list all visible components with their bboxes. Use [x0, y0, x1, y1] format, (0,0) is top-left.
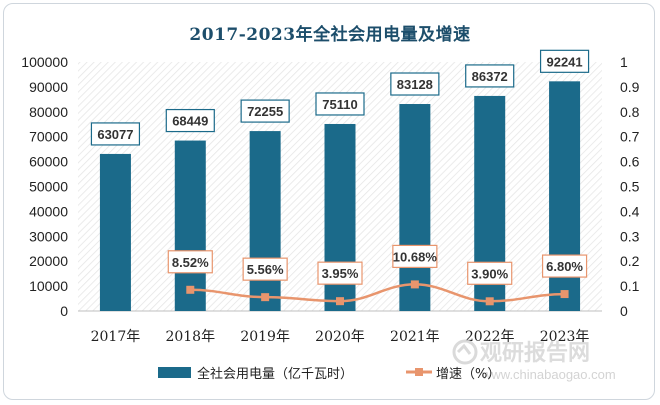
right-axis-tick-label: 0.9: [620, 79, 640, 95]
x-axis-tick-label: 2018年: [165, 329, 215, 345]
bar-data-label-box: [465, 64, 515, 88]
bar: [174, 140, 206, 311]
right-axis-tick-label: 1: [620, 54, 628, 70]
growth-point: [485, 297, 494, 306]
growth-data-label-box: [242, 257, 288, 281]
growth-point: [186, 285, 195, 294]
bar-data-label-box: [539, 49, 590, 73]
legend-swatch-line-marker: [415, 368, 423, 376]
left-axis-tick-label: 10000: [29, 278, 68, 294]
bar-data-label: 72255: [247, 104, 283, 119]
right-axis-tick-label: 0.4: [620, 203, 640, 219]
left-axis-tick-label: 80000: [29, 104, 68, 120]
watermark-logo-icon: [452, 339, 478, 365]
left-axis-tick-label: 90000: [29, 79, 68, 95]
bar: [99, 153, 131, 311]
left-axis-tick-label: 20000: [29, 253, 68, 269]
growth-point: [336, 297, 344, 306]
left-axis-tick-label: 100000: [21, 54, 68, 70]
right-axis-tick-label: 0.1: [620, 278, 640, 294]
right-axis-tick-label: 0.7: [620, 129, 640, 145]
bar: [399, 104, 431, 311]
bar-data-label: 92241: [546, 54, 582, 69]
bar-data-label: 63077: [97, 127, 133, 142]
growth-data-label-box: [317, 261, 363, 285]
right-axis-tick-label: 0: [620, 303, 628, 319]
growth-data-label: 5.56%: [247, 262, 284, 277]
watermark-text-cn: 观研报告网: [480, 341, 590, 366]
left-axis-tick-label: 50000: [29, 179, 68, 195]
x-axis-tick-label: 2023年: [540, 329, 590, 345]
left-axis-tick-label: 40000: [29, 203, 68, 219]
bar-data-label-box: [315, 92, 365, 116]
right-axis-tick-label: 0.8: [620, 104, 640, 120]
bar-data-label-box: [90, 122, 141, 146]
right-axis-tick-label: 0.3: [620, 228, 640, 244]
bar-data-label-box: [390, 72, 440, 96]
growth-point: [261, 293, 270, 302]
x-axis-tick-label: 2021年: [390, 329, 440, 345]
growth-data-label-box: [167, 250, 213, 274]
right-axis-tick-label: 0.5: [620, 179, 640, 195]
growth-data-labels: 8.52% 5.56% 3.95% 10.68% 3.90% 6.80%: [167, 244, 588, 285]
left-axis-tick-label: 60000: [29, 154, 68, 170]
chart-title: 2017-2023年全社会用电量及增速: [189, 25, 471, 45]
legend-label-bar: 全社会用电量（亿千瓦时）: [197, 366, 353, 382]
legend-swatch-bar: [158, 367, 191, 378]
right-axis-tick-label: 0.2: [620, 253, 640, 269]
x-axis-tick-label: 2017年: [91, 329, 141, 345]
growth-data-label: 10.68%: [393, 249, 438, 264]
bar-data-label: 75110: [322, 97, 357, 112]
legend: 全社会用电量（亿千瓦时） 增速（%）: [158, 366, 500, 382]
left-axis-tick-label: 30000: [29, 228, 68, 244]
watermark: 观研报告网 www.chinabaogao.com: [452, 339, 616, 382]
growth-line: [190, 283, 565, 303]
growth-data-label-box: [541, 254, 588, 278]
bar: [249, 131, 281, 311]
growth-data-label: 3.95%: [322, 266, 359, 281]
bar-data-label: 83128: [397, 77, 433, 92]
bar-data-labels: 63077 68449 72255 75110 83128 86372 92241: [90, 49, 590, 146]
growth-data-label: 6.80%: [546, 259, 583, 274]
right-axis-ticks: 0 0.1 0.2 0.3 0.4 0.5 0.6 0.7 0.8 0.9 1: [620, 54, 640, 319]
growth-data-label-box: [392, 244, 438, 269]
watermark-text-en: www.chinabaogao.com: [481, 367, 616, 382]
growth-line-series: [186, 280, 569, 306]
growth-data-label: 8.52%: [172, 255, 209, 270]
left-axis-tick-label: 70000: [29, 129, 68, 145]
x-axis-tick-label: 2022年: [465, 329, 515, 345]
left-axis-ticks: 0 10000 20000 30000 40000 50000 60000 70000 8000…: [21, 54, 68, 319]
right-axis-tick-label: 0.6: [620, 154, 640, 170]
x-axis-tick-label: 2019年: [240, 329, 290, 345]
x-axis-ticks: 2017年 2018年 2019年 2020年 2021年 2022年 2023年: [91, 329, 590, 345]
bar-data-label-box: [165, 108, 215, 133]
bar-data-label: 68449: [172, 114, 208, 129]
bar-data-label: 86372: [472, 69, 508, 84]
left-axis-tick-label: 0: [60, 303, 68, 319]
growth-data-label-box: [467, 261, 513, 285]
legend-label-line: 增速（%）: [436, 367, 500, 382]
growth-data-label: 3.90%: [471, 266, 508, 281]
bar-data-label-box: [240, 99, 290, 123]
growth-point: [410, 280, 419, 289]
x-axis-tick-label: 2020年: [315, 329, 365, 345]
growth-point: [560, 290, 569, 299]
